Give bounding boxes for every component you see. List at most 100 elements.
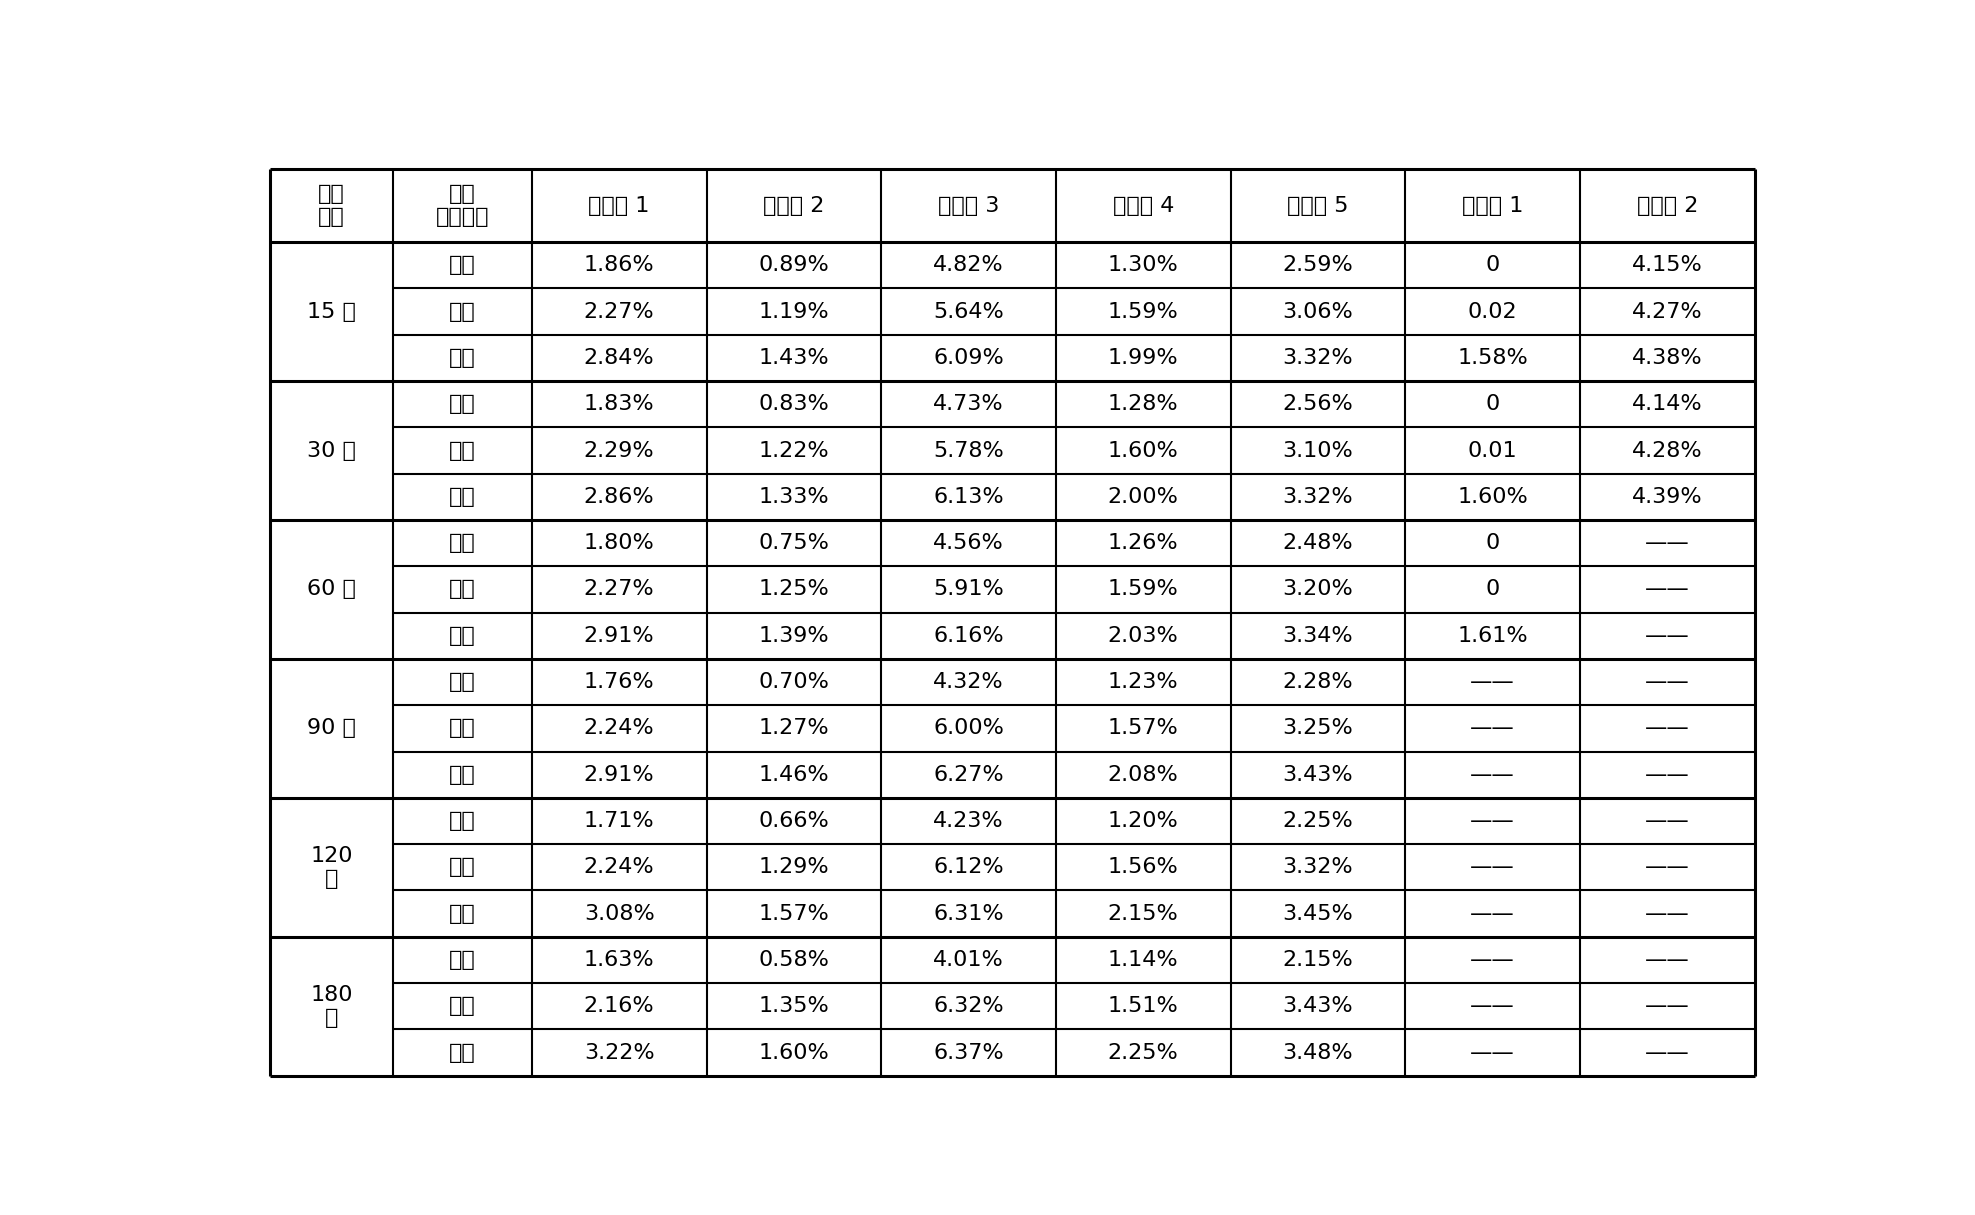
Text: 2.25%: 2.25%	[1108, 1042, 1179, 1063]
Text: 6.37%: 6.37%	[934, 1042, 1003, 1063]
Text: 4.82%: 4.82%	[934, 255, 1003, 276]
Text: 上层: 上层	[448, 255, 476, 276]
Text: 0.89%: 0.89%	[758, 255, 829, 276]
Text: 4.38%: 4.38%	[1631, 347, 1702, 368]
Text: ——: ——	[1645, 1042, 1689, 1063]
Text: ——: ——	[1645, 858, 1689, 877]
Text: 1.56%: 1.56%	[1108, 858, 1179, 877]
Text: 4.23%: 4.23%	[934, 812, 1003, 831]
Text: 1.57%: 1.57%	[758, 904, 829, 923]
Text: 3.34%: 3.34%	[1282, 626, 1353, 646]
Text: ——: ——	[1469, 858, 1515, 877]
Text: 0.66%: 0.66%	[758, 812, 829, 831]
Text: 1.57%: 1.57%	[1108, 718, 1179, 739]
Text: 1.99%: 1.99%	[1108, 347, 1179, 368]
Text: 5.64%: 5.64%	[932, 301, 1003, 322]
Text: ——: ——	[1469, 764, 1515, 785]
Text: 1.29%: 1.29%	[758, 858, 829, 877]
Text: 3.43%: 3.43%	[1282, 764, 1353, 785]
Text: 2.24%: 2.24%	[585, 718, 654, 739]
Text: 6.09%: 6.09%	[932, 347, 1003, 368]
Text: 3.20%: 3.20%	[1282, 580, 1353, 599]
Text: 下层: 下层	[448, 626, 476, 646]
Text: 1.33%: 1.33%	[758, 487, 829, 507]
Text: 上层: 上层	[448, 533, 476, 553]
Text: ——: ——	[1469, 904, 1515, 923]
Text: 6.27%: 6.27%	[934, 764, 1003, 785]
Text: 3.45%: 3.45%	[1282, 904, 1353, 923]
Text: 2.84%: 2.84%	[585, 347, 654, 368]
Text: ——: ——	[1645, 580, 1689, 599]
Text: 6.32%: 6.32%	[934, 996, 1003, 1016]
Text: 中层: 中层	[448, 441, 476, 460]
Text: 60 天: 60 天	[308, 580, 356, 599]
Text: 5.78%: 5.78%	[932, 441, 1003, 460]
Text: 1.76%: 1.76%	[585, 672, 654, 693]
Text: 1.30%: 1.30%	[1108, 255, 1179, 276]
Text: 对比例 2: 对比例 2	[1637, 196, 1698, 216]
Text: 0: 0	[1485, 533, 1499, 553]
Text: 1.39%: 1.39%	[758, 626, 829, 646]
Text: 180
天: 180 天	[310, 984, 354, 1028]
Text: 放置
时间: 放置 时间	[318, 185, 346, 227]
Text: 1.28%: 1.28%	[1108, 394, 1179, 414]
Text: 3.06%: 3.06%	[1282, 301, 1353, 322]
Text: 0.83%: 0.83%	[758, 394, 829, 414]
Text: 2.56%: 2.56%	[1282, 394, 1353, 414]
Text: 实施例 1: 实施例 1	[589, 196, 650, 216]
Text: ——: ——	[1645, 996, 1689, 1016]
Text: 120
天: 120 天	[310, 846, 354, 889]
Text: 2.28%: 2.28%	[1282, 672, 1353, 693]
Text: 2.16%: 2.16%	[585, 996, 654, 1016]
Text: 1.71%: 1.71%	[585, 812, 654, 831]
Text: 上层: 上层	[448, 812, 476, 831]
Text: 上层: 上层	[448, 950, 476, 970]
Text: 2.03%: 2.03%	[1108, 626, 1179, 646]
Text: 对比例 1: 对比例 1	[1462, 196, 1523, 216]
Text: 4.32%: 4.32%	[934, 672, 1003, 693]
Text: ——: ——	[1645, 764, 1689, 785]
Text: 2.48%: 2.48%	[1282, 533, 1353, 553]
Text: ——: ——	[1645, 950, 1689, 970]
Text: 2.25%: 2.25%	[1282, 812, 1353, 831]
Text: 3.22%: 3.22%	[585, 1042, 654, 1063]
Text: ——: ——	[1469, 996, 1515, 1016]
Text: 中层: 中层	[448, 858, 476, 877]
Text: 4.28%: 4.28%	[1631, 441, 1702, 460]
Text: 1.14%: 1.14%	[1108, 950, 1179, 970]
Text: 2.59%: 2.59%	[1282, 255, 1353, 276]
Text: 2.24%: 2.24%	[585, 858, 654, 877]
Text: 4.14%: 4.14%	[1631, 394, 1702, 414]
Text: ——: ——	[1645, 904, 1689, 923]
Text: ——: ——	[1469, 718, 1515, 739]
Text: 3.10%: 3.10%	[1282, 441, 1353, 460]
Text: 5.91%: 5.91%	[932, 580, 1003, 599]
Text: ——: ——	[1645, 812, 1689, 831]
Text: 3.48%: 3.48%	[1282, 1042, 1353, 1063]
Text: 1.51%: 1.51%	[1108, 996, 1179, 1016]
Text: 实施例 2: 实施例 2	[762, 196, 824, 216]
Text: 4.27%: 4.27%	[1631, 301, 1702, 322]
Text: 3.08%: 3.08%	[585, 904, 654, 923]
Text: 1.63%: 1.63%	[585, 950, 654, 970]
Text: 下层: 下层	[448, 1042, 476, 1063]
Text: 4.01%: 4.01%	[932, 950, 1003, 970]
Text: 6.12%: 6.12%	[934, 858, 1003, 877]
Text: 3.32%: 3.32%	[1282, 858, 1353, 877]
Text: 3.43%: 3.43%	[1282, 996, 1353, 1016]
Text: 1.59%: 1.59%	[1108, 301, 1179, 322]
Text: ——: ——	[1469, 672, 1515, 693]
Text: ——: ——	[1645, 718, 1689, 739]
Text: 1.59%: 1.59%	[1108, 580, 1179, 599]
Text: 1.25%: 1.25%	[758, 580, 829, 599]
Text: 6.16%: 6.16%	[934, 626, 1003, 646]
Text: 30 天: 30 天	[308, 441, 356, 460]
Text: ——: ——	[1469, 812, 1515, 831]
Text: 实施例 5: 实施例 5	[1288, 196, 1349, 216]
Text: 4.73%: 4.73%	[934, 394, 1003, 414]
Text: 2.00%: 2.00%	[1108, 487, 1179, 507]
Text: 下层: 下层	[448, 487, 476, 507]
Text: 2.91%: 2.91%	[585, 764, 654, 785]
Text: 0.75%: 0.75%	[758, 533, 829, 553]
Text: 1.58%: 1.58%	[1458, 347, 1529, 368]
